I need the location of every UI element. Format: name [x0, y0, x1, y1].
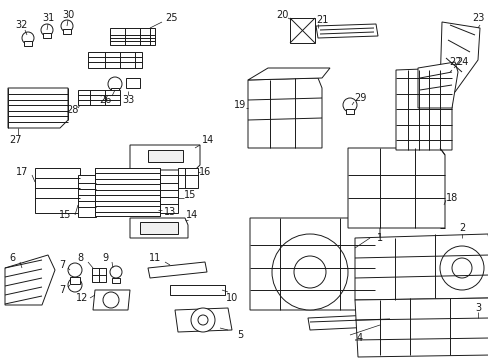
Polygon shape — [148, 262, 206, 278]
Text: 15: 15 — [59, 210, 71, 220]
Polygon shape — [417, 62, 457, 108]
Text: 6: 6 — [9, 253, 15, 263]
Bar — [43, 33, 51, 38]
Circle shape — [61, 20, 73, 32]
Bar — [178, 168, 198, 188]
Circle shape — [103, 292, 119, 308]
Circle shape — [191, 308, 215, 332]
Text: 7: 7 — [59, 285, 65, 295]
Text: 2: 2 — [458, 223, 464, 233]
Bar — [70, 277, 80, 284]
Circle shape — [271, 234, 347, 310]
Polygon shape — [249, 218, 379, 310]
Text: 18: 18 — [445, 193, 457, 203]
Text: 16: 16 — [199, 167, 211, 177]
Polygon shape — [175, 308, 231, 332]
Text: 31: 31 — [42, 13, 54, 23]
Bar — [289, 18, 314, 43]
Circle shape — [451, 258, 471, 278]
Polygon shape — [170, 285, 224, 295]
Text: 23: 23 — [471, 13, 483, 23]
Bar — [160, 175, 178, 213]
Bar — [126, 78, 140, 88]
Text: 33: 33 — [122, 95, 134, 105]
Polygon shape — [130, 218, 187, 238]
Polygon shape — [354, 234, 488, 300]
Polygon shape — [354, 298, 488, 357]
Polygon shape — [110, 28, 155, 45]
Text: 22: 22 — [448, 57, 460, 67]
Circle shape — [198, 315, 207, 325]
Bar — [24, 41, 32, 46]
Circle shape — [342, 98, 356, 112]
Polygon shape — [93, 290, 130, 310]
Text: 11: 11 — [148, 253, 161, 263]
Text: 26: 26 — [99, 95, 111, 105]
Circle shape — [293, 256, 325, 288]
Circle shape — [41, 24, 53, 36]
Polygon shape — [247, 68, 329, 80]
Circle shape — [68, 278, 82, 292]
Text: 27: 27 — [9, 135, 21, 145]
Circle shape — [108, 77, 122, 91]
Text: 30: 30 — [62, 10, 74, 20]
Bar — [112, 278, 120, 283]
Text: 17: 17 — [16, 167, 28, 177]
Text: 13: 13 — [163, 207, 176, 217]
Polygon shape — [315, 24, 377, 38]
Text: 29: 29 — [353, 93, 366, 103]
Bar — [148, 150, 183, 162]
Text: 32: 32 — [16, 20, 28, 30]
Polygon shape — [439, 22, 479, 92]
Text: 25: 25 — [165, 13, 178, 23]
Text: 14: 14 — [185, 210, 198, 220]
Polygon shape — [5, 255, 55, 305]
Text: 21: 21 — [315, 15, 327, 25]
Text: 28: 28 — [66, 105, 78, 115]
Bar — [92, 268, 106, 282]
Bar — [111, 88, 119, 93]
Text: 19: 19 — [233, 100, 245, 110]
Bar — [35, 168, 80, 213]
Bar — [78, 175, 96, 217]
Text: 20: 20 — [275, 10, 287, 20]
Polygon shape — [347, 148, 444, 228]
Bar — [346, 109, 353, 114]
Text: 3: 3 — [474, 303, 480, 313]
Polygon shape — [88, 52, 142, 68]
Polygon shape — [247, 78, 321, 148]
Text: 7: 7 — [59, 260, 65, 270]
Text: 9: 9 — [102, 253, 108, 263]
Polygon shape — [8, 88, 68, 128]
Circle shape — [68, 263, 82, 277]
Text: 24: 24 — [455, 57, 467, 67]
Text: 12: 12 — [76, 293, 88, 303]
Text: 4: 4 — [356, 333, 362, 343]
Text: 5: 5 — [236, 330, 243, 340]
Polygon shape — [130, 145, 200, 170]
Circle shape — [439, 246, 483, 290]
Circle shape — [22, 32, 34, 44]
Bar — [63, 29, 71, 34]
Polygon shape — [307, 314, 393, 330]
Circle shape — [110, 266, 122, 278]
Polygon shape — [395, 68, 451, 150]
Bar — [95, 168, 160, 216]
Text: 15: 15 — [183, 190, 196, 200]
Text: 8: 8 — [77, 253, 83, 263]
Text: 10: 10 — [225, 293, 238, 303]
Polygon shape — [78, 90, 120, 105]
Text: 14: 14 — [202, 135, 214, 145]
Bar — [140, 222, 178, 234]
Text: 1: 1 — [376, 233, 382, 243]
